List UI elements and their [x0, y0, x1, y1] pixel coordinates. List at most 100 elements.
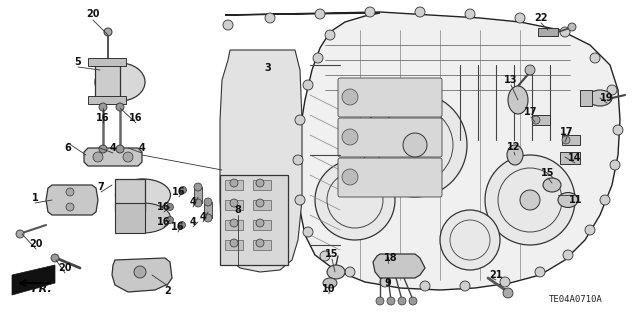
Bar	[538, 28, 558, 36]
Circle shape	[99, 103, 107, 111]
Circle shape	[230, 219, 238, 227]
Circle shape	[600, 195, 610, 205]
Text: 22: 22	[534, 13, 548, 23]
Polygon shape	[225, 12, 620, 290]
Circle shape	[194, 199, 202, 207]
Circle shape	[315, 9, 325, 19]
Circle shape	[256, 199, 264, 207]
Ellipse shape	[95, 63, 145, 101]
Circle shape	[66, 203, 74, 211]
Circle shape	[116, 145, 124, 153]
Ellipse shape	[115, 203, 170, 233]
Ellipse shape	[508, 86, 528, 114]
Text: 17: 17	[560, 127, 573, 137]
Text: 15: 15	[541, 168, 555, 178]
Text: 20: 20	[58, 263, 72, 273]
FancyBboxPatch shape	[338, 118, 442, 157]
Circle shape	[525, 65, 535, 75]
Circle shape	[465, 9, 475, 19]
Circle shape	[303, 227, 313, 237]
Text: 16: 16	[157, 202, 171, 212]
Text: FR.: FR.	[31, 284, 52, 294]
Circle shape	[166, 217, 173, 224]
Text: 7: 7	[98, 182, 104, 192]
Polygon shape	[112, 258, 172, 292]
Circle shape	[342, 89, 358, 105]
Circle shape	[295, 115, 305, 125]
Circle shape	[230, 239, 238, 247]
Ellipse shape	[558, 192, 578, 207]
Text: 2: 2	[164, 286, 172, 296]
Text: 1: 1	[31, 193, 38, 203]
Circle shape	[585, 225, 595, 235]
Circle shape	[440, 210, 500, 270]
Circle shape	[562, 136, 570, 144]
Circle shape	[535, 267, 545, 277]
Text: 12: 12	[508, 142, 521, 152]
Bar	[115, 179, 145, 211]
Circle shape	[265, 13, 275, 23]
Text: 4: 4	[139, 143, 145, 153]
Ellipse shape	[327, 265, 345, 279]
Ellipse shape	[588, 90, 612, 106]
Circle shape	[104, 28, 112, 36]
Circle shape	[320, 251, 330, 261]
Bar	[580, 90, 592, 106]
Circle shape	[134, 266, 146, 278]
Bar	[562, 135, 580, 145]
Bar	[253, 240, 271, 250]
Circle shape	[503, 288, 513, 298]
Ellipse shape	[543, 178, 561, 192]
Circle shape	[230, 179, 238, 187]
Bar	[532, 115, 550, 125]
Text: 21: 21	[489, 270, 503, 280]
Circle shape	[166, 204, 173, 211]
Polygon shape	[220, 50, 302, 272]
Circle shape	[380, 277, 390, 287]
Circle shape	[376, 297, 384, 305]
Bar	[95, 63, 120, 101]
Bar	[204, 202, 212, 218]
Circle shape	[415, 7, 425, 17]
Text: 16: 16	[157, 217, 171, 227]
Circle shape	[99, 145, 107, 153]
Bar	[225, 200, 243, 210]
Circle shape	[563, 250, 573, 260]
Circle shape	[303, 80, 313, 90]
Circle shape	[363, 93, 467, 197]
Circle shape	[607, 85, 617, 95]
Text: TE04A0710A: TE04A0710A	[549, 295, 603, 305]
Circle shape	[568, 23, 576, 31]
Circle shape	[230, 199, 238, 207]
Bar	[194, 187, 202, 203]
Bar	[115, 203, 145, 233]
Circle shape	[560, 27, 570, 37]
Circle shape	[500, 277, 510, 287]
Text: 17: 17	[524, 107, 538, 117]
Circle shape	[293, 155, 303, 165]
Circle shape	[116, 103, 124, 111]
Text: 4: 4	[200, 212, 206, 222]
Text: 15: 15	[325, 249, 339, 259]
Circle shape	[256, 179, 264, 187]
Bar	[88, 96, 126, 104]
Circle shape	[345, 267, 355, 277]
Circle shape	[295, 195, 305, 205]
Ellipse shape	[115, 179, 170, 211]
Text: 16: 16	[96, 113, 109, 123]
Circle shape	[179, 187, 186, 194]
Circle shape	[409, 297, 417, 305]
Text: 9: 9	[385, 278, 392, 288]
FancyBboxPatch shape	[338, 78, 442, 117]
Bar	[225, 240, 243, 250]
Text: 13: 13	[504, 75, 518, 85]
Circle shape	[398, 297, 406, 305]
Circle shape	[256, 239, 264, 247]
Circle shape	[520, 190, 540, 210]
Text: 16: 16	[129, 113, 143, 123]
Bar	[88, 58, 126, 66]
Circle shape	[179, 221, 186, 228]
Circle shape	[515, 13, 525, 23]
Circle shape	[325, 30, 335, 40]
Text: 16: 16	[172, 187, 186, 197]
